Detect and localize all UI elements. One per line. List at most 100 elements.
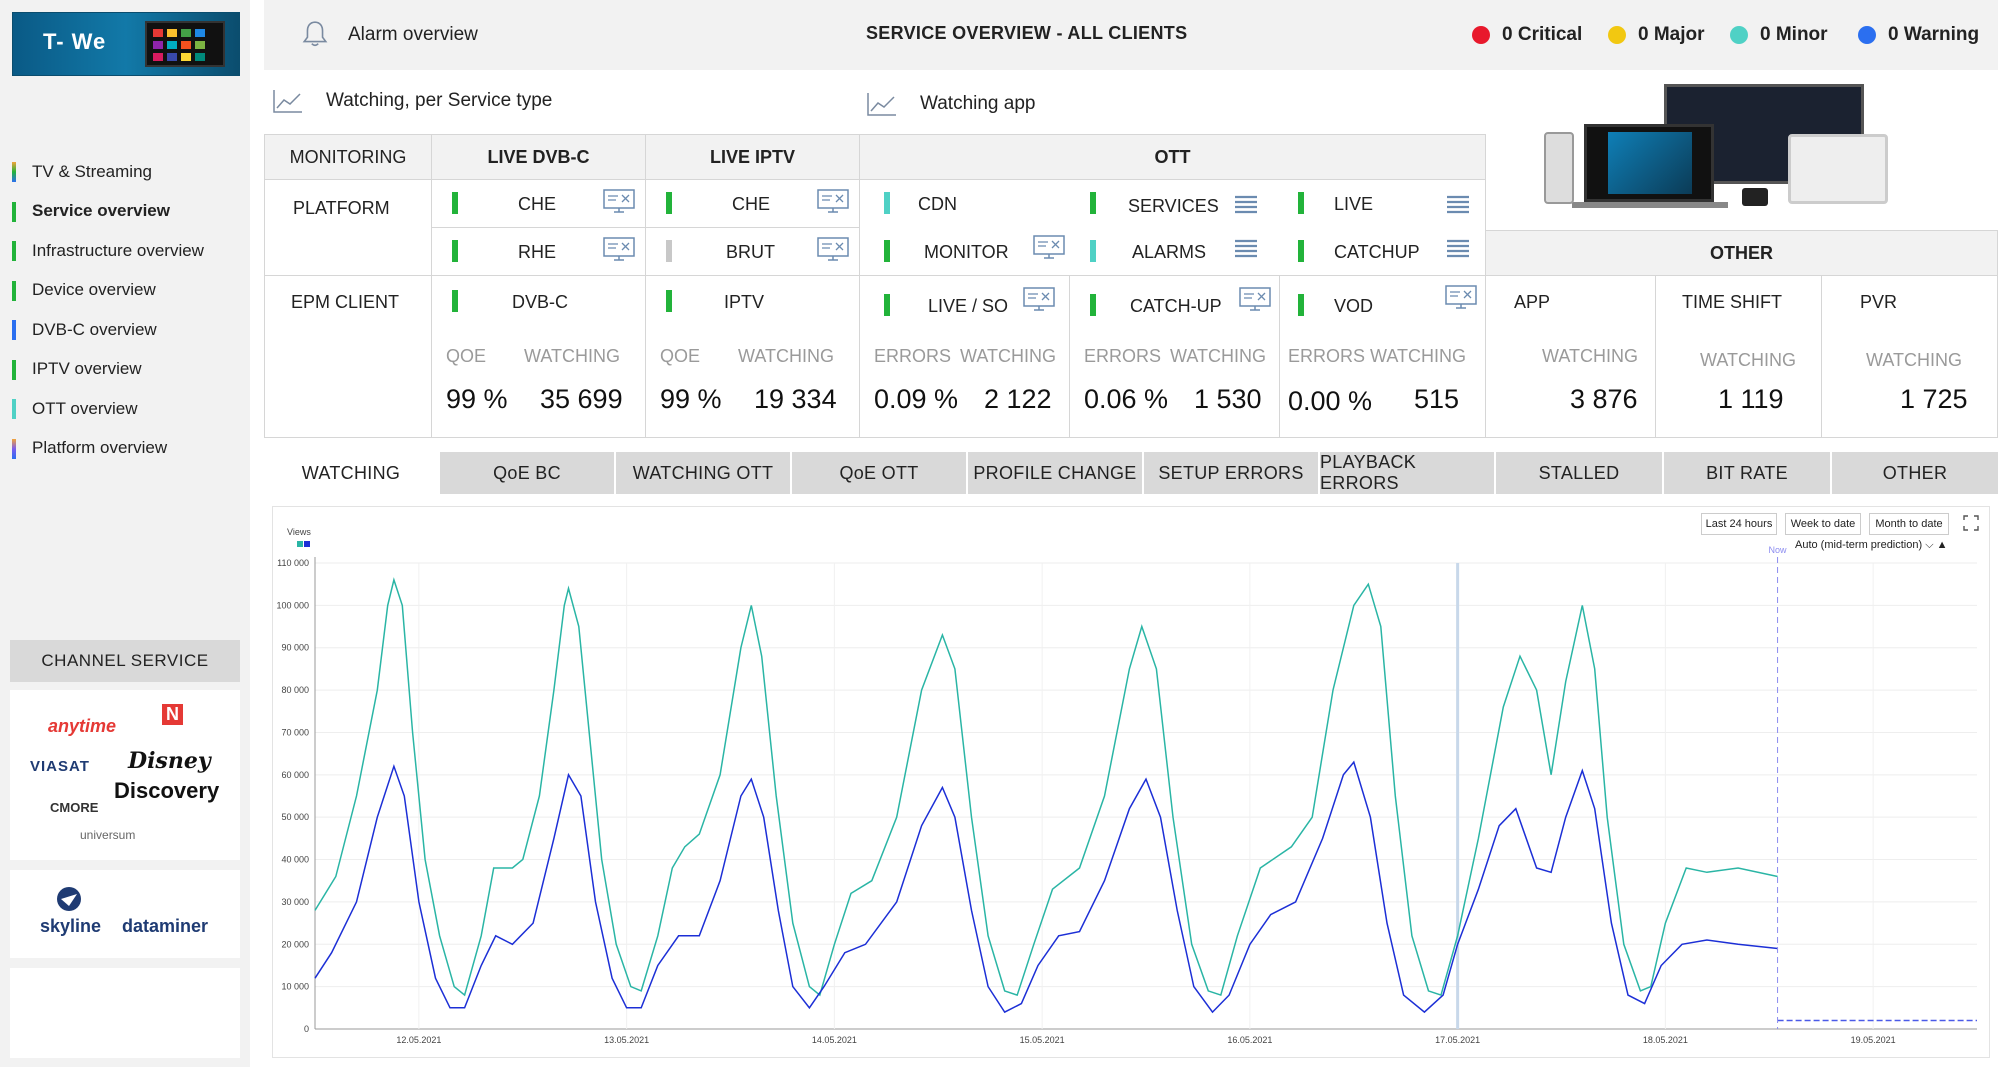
epm-iptv-cell[interactable]: IPTV QOE WATCHING 99 % 19 334 [646,276,860,438]
epm-label: VOD [1334,296,1374,316]
sidebar-item-label: TV & Streaming [32,161,152,181]
epm-time-shift-cell[interactable]: TIME SHIFT WATCHING 1 119 [1656,276,1822,438]
range-month-to-date-button[interactable]: Month to date [1869,513,1949,535]
epm-live-so-cell[interactable]: LIVE / SO ERRORS WATCHING 0.09 % 2 122 [860,276,1070,438]
watching-line-chart: 0 10 000 20 000 30 000 40 000 50 000 60 000 70 … [276,527,1977,1045]
epm-vod-cell[interactable]: VOD ERRORS WATCHING 0.00 % 515 [1280,276,1486,438]
epm-label: DVB-C [512,292,569,312]
sidebar-item-tv-streaming[interactable]: TV & Streaming [12,152,242,192]
sidebar-nav: TV & Streaming Service overview Infrastr… [12,152,242,468]
epm-app-cell[interactable]: APP WATCHING 3 876 [1486,276,1656,438]
platform-ott-live[interactable]: LIVE [1280,180,1486,228]
bell-icon[interactable] [302,20,328,48]
status-indicator [452,240,458,262]
monitor-icon[interactable] [602,236,636,264]
list-icon[interactable] [1446,238,1470,260]
platform-dvbc-che[interactable]: CHE [432,180,646,228]
nav-color-bar [12,320,16,340]
tab-stalled[interactable]: STALLED [1496,452,1662,494]
tab-other[interactable]: OTHER [1832,452,1998,494]
sidebar-item-dvbc-overview[interactable]: DVB-C overview [12,310,242,350]
status-indicator [666,240,672,262]
prediction-dropdown[interactable]: Auto (mid-term prediction) ⌵ ▲ [1795,539,1948,552]
tab-qoe-bc[interactable]: QoE BC [440,452,614,494]
watching-label: WATCHING [1700,350,1796,370]
platform-label: BRUT [726,242,775,262]
monitor-icon[interactable] [816,236,850,264]
monitor-icon[interactable] [1238,286,1272,314]
range-week-to-date-button[interactable]: Week to date [1785,513,1861,535]
tv-we-logo[interactable]: T- We [12,12,240,76]
epm-row-label-cell: EPM CLIENT [264,276,432,438]
alarm-overview-link[interactable]: Alarm overview [348,24,478,45]
tab-watching[interactable]: WATCHING [264,452,438,494]
list-icon[interactable] [1234,238,1258,260]
y-tick-label: 80 000 [281,685,309,695]
monitor-icon[interactable] [602,188,636,216]
platform-iptv-che[interactable]: CHE [646,180,860,228]
epm-dvbc-cell[interactable]: DVB-C QOE WATCHING 99 % 35 699 [432,276,646,438]
x-tick-label: 14.05.2021 [812,1035,857,1045]
platform-ott-services[interactable]: SERVICES [1070,180,1280,228]
major-count[interactable]: 0 Major [1608,24,1705,46]
prediction-label: Auto (mid-term prediction) [1795,539,1923,551]
sidebar-item-service-overview[interactable]: Service overview [12,192,242,232]
watching-service-type-link[interactable]: Watching, per Service type [272,88,552,114]
platform-iptv-brut[interactable]: BRUT [646,228,860,276]
sidebar-item-infrastructure-overview[interactable]: Infrastructure overview [12,231,242,271]
nav-color-bar [12,201,16,222]
warning-count[interactable]: 0 Warning [1858,24,1979,46]
tab-watching-ott[interactable]: WATCHING OTT [616,452,790,494]
platform-ott-alarms[interactable]: ALARMS [1070,228,1280,276]
platform-ott-catchup[interactable]: CATCHUP [1280,228,1486,276]
platform-ott-monitor[interactable]: MONITOR [860,228,1070,276]
platform-ott-cdn[interactable]: CDN [860,180,1070,228]
series-line [314,760,1778,1014]
brand-anytime: anytime [48,716,117,736]
monitor-icon[interactable] [816,188,850,216]
x-tick-label: 13.05.2021 [604,1035,649,1045]
monitor-icon[interactable] [1032,234,1066,262]
sidebar-item-iptv-overview[interactable]: IPTV overview [12,350,242,390]
partner-logos-panel: skyline dataminer [10,870,240,958]
errors-value: 0.00 % [1288,386,1373,416]
platform-label: CATCHUP [1334,242,1420,262]
tab-profile-change[interactable]: PROFILE CHANGE [968,452,1142,494]
watching-label: WATCHING [960,346,1056,366]
errors-value: 0.09 % [874,384,959,414]
nav-color-bar [12,280,16,301]
service-grid: MONITORING LIVE DVB-C LIVE IPTV OTT OTHE… [264,134,1998,438]
status-indicator [1090,240,1096,262]
monitor-icon[interactable] [1444,284,1478,312]
x-tick-label: 17.05.2021 [1435,1035,1480,1045]
list-icon[interactable] [1446,194,1470,216]
nav-color-bar [12,162,16,182]
epm-catch-up-cell[interactable]: CATCH-UP ERRORS WATCHING 0.06 % 1 530 [1070,276,1280,438]
minor-dot-icon [1730,26,1748,44]
tab-bit-rate[interactable]: BIT RATE [1664,452,1830,494]
fullscreen-icon[interactable] [1963,515,1979,531]
watching-app-link[interactable]: Watching app [866,91,1035,117]
status-indicator [452,192,458,214]
brand-viasat: VIASAT [30,758,90,775]
x-tick-label: 19.05.2021 [1851,1035,1896,1045]
tab-qoe-ott[interactable]: QoE OTT [792,452,966,494]
brand-dataminer: dataminer [122,916,209,936]
epm-label: IPTV [724,292,765,312]
sidebar-item-platform-overview[interactable]: Platform overview [12,429,242,469]
sidebar-item-label: DVB-C overview [32,319,157,339]
tab-setup-errors[interactable]: SETUP ERRORS [1144,452,1318,494]
critical-count[interactable]: 0 Critical [1472,24,1582,46]
epm-pvr-cell[interactable]: PVR WATCHING 1 725 [1822,276,1998,438]
brand-universum: universum [80,828,136,842]
watching-value: 3 876 [1570,384,1638,414]
platform-dvbc-rhe[interactable]: RHE [432,228,646,276]
minor-count[interactable]: 0 Minor [1730,24,1828,46]
sidebar-item-ott-overview[interactable]: OTT overview [12,389,242,429]
range-last-24h-button[interactable]: Last 24 hours [1701,513,1777,535]
list-icon[interactable] [1234,194,1258,216]
qoe-value: 99 % [660,384,722,414]
tab-playback-errors[interactable]: PLAYBACK ERRORS [1320,452,1494,494]
monitor-icon[interactable] [1022,286,1056,314]
sidebar-item-device-overview[interactable]: Device overview [12,271,242,311]
